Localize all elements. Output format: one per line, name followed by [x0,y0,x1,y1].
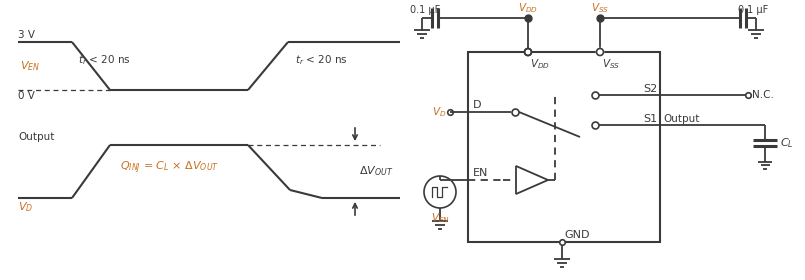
Text: GND: GND [564,230,589,240]
Text: $V_D$: $V_D$ [431,105,446,119]
Text: Output: Output [18,132,55,142]
Text: $V_{SS}$: $V_{SS}$ [591,1,609,15]
Circle shape [597,48,604,55]
Text: $V_{SS}$: $V_{SS}$ [602,57,620,71]
Text: $t_r$ < 20 ns: $t_r$ < 20 ns [295,53,348,67]
Text: $V_D$: $V_D$ [18,200,33,214]
Text: 0.1 μF: 0.1 μF [738,5,768,15]
Text: N.C.: N.C. [752,90,774,100]
Text: S1: S1 [643,114,657,124]
Text: $\Delta V_{OUT}$: $\Delta V_{OUT}$ [359,165,394,178]
Text: EN: EN [473,168,489,178]
Text: Output: Output [663,114,700,124]
Text: 3 V: 3 V [18,30,35,40]
Text: S2: S2 [642,84,657,94]
Circle shape [525,48,531,55]
Text: $Q_{INJ}$ = $C_L$ × $\Delta V_{OUT}$: $Q_{INJ}$ = $C_L$ × $\Delta V_{OUT}$ [120,159,219,176]
Text: $V_{EN}$: $V_{EN}$ [431,211,449,225]
Text: $V_{DD}$: $V_{DD}$ [518,1,538,15]
Text: 0.1 μF: 0.1 μF [410,5,440,15]
Text: $V_{DD}$: $V_{DD}$ [530,57,550,71]
Text: 0 V: 0 V [18,91,35,101]
Bar [468,52,660,242]
Text: $C_L$: $C_L$ [780,136,794,150]
Text: $t_r$ < 20 ns: $t_r$ < 20 ns [78,53,130,67]
Text: D: D [473,100,481,110]
Text: $V_{EN}$: $V_{EN}$ [20,59,40,73]
